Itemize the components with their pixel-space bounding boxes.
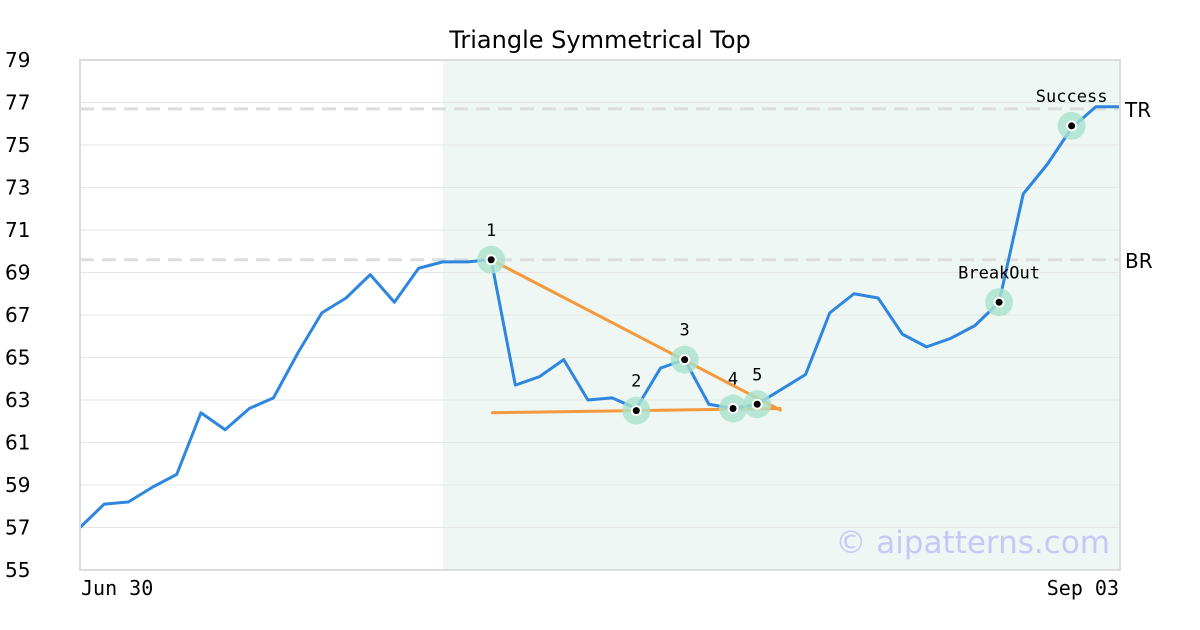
y-tick-label: 55 <box>5 558 30 582</box>
pattern-point-label: 4 <box>728 370 738 390</box>
x-tick-label: Jun 30 <box>81 576 153 600</box>
x-tick-label: Sep 03 <box>1047 576 1119 600</box>
price-series-line <box>78 105 1120 529</box>
pattern-point-label: BreakOut <box>958 263 1040 283</box>
pattern-points: 1 2 3 4 5 BreakOut Success <box>477 87 1107 425</box>
reference-lines: TR BR <box>80 98 1153 273</box>
x-axis-ticks: Jun 30 Sep 03 <box>81 576 1119 600</box>
y-tick-label: 73 <box>5 176 30 200</box>
y-tick-label: 65 <box>5 346 30 370</box>
y-tick-label: 67 <box>5 303 30 327</box>
pattern-point <box>681 356 689 364</box>
pattern-point-label: Success <box>1036 87 1108 107</box>
pattern-point-label: 5 <box>752 365 762 385</box>
y-tick-label: 59 <box>5 473 30 497</box>
reference-line-label: BR <box>1125 249 1153 273</box>
y-tick-label: 77 <box>5 91 30 115</box>
y-tick-label: 75 <box>5 133 30 157</box>
pattern-point <box>487 256 495 264</box>
y-tick-label: 71 <box>5 218 30 242</box>
chart-title: Triangle Symmetrical Top <box>448 26 751 54</box>
pattern-point <box>995 298 1003 306</box>
trend-line <box>490 258 783 412</box>
y-tick-label: 69 <box>5 261 30 285</box>
pattern-point <box>753 400 761 408</box>
y-tick-label: 79 <box>5 48 30 72</box>
plot-frame <box>79 59 1121 571</box>
y-axis-ticks: 55 57 59 61 63 65 67 69 71 73 75 77 79 <box>5 48 30 582</box>
y-tick-label: 63 <box>5 388 30 412</box>
pattern-point-label: 1 <box>486 221 496 241</box>
gridlines <box>80 59 1120 571</box>
pattern-point <box>729 405 737 412</box>
y-tick-label: 61 <box>5 431 30 455</box>
pattern-point-label: 2 <box>631 372 641 392</box>
pattern-point-label: 3 <box>680 321 690 341</box>
pattern-point <box>1068 122 1076 130</box>
pattern-point <box>632 407 640 415</box>
watermark: © aipatterns.com <box>835 525 1110 561</box>
reference-line-label: TR <box>1124 98 1151 122</box>
y-tick-label: 57 <box>5 516 30 540</box>
